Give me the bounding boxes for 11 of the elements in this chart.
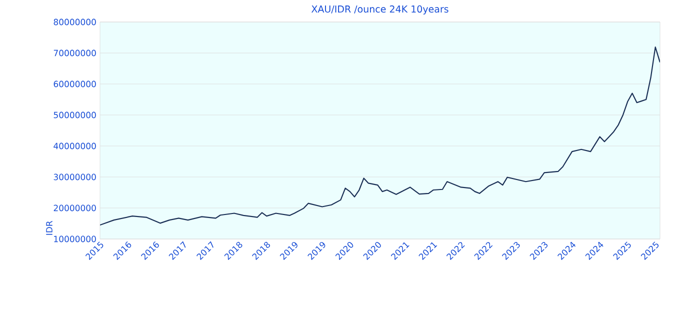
y-tick-label: 60000000 [54, 80, 96, 88]
y-tick-label: 40000000 [54, 142, 96, 150]
y-tick-label: 20000000 [54, 204, 96, 212]
y-tick-label: 70000000 [54, 50, 96, 56]
line-series [100, 46, 660, 226]
y-tick-label: 50000000 [54, 112, 96, 118]
y-tick-label: 30000000 [54, 174, 96, 180]
chart-title: XAU/IDR /ounce 24K 10years [311, 5, 448, 14]
y-tick-label: 10000000 [54, 236, 96, 242]
y-axis-title: IDR [46, 220, 52, 235]
y-tick-label: 80000000 [54, 18, 96, 26]
